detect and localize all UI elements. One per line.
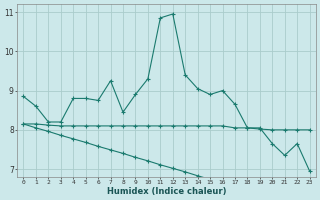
X-axis label: Humidex (Indice chaleur): Humidex (Indice chaleur)	[107, 187, 226, 196]
